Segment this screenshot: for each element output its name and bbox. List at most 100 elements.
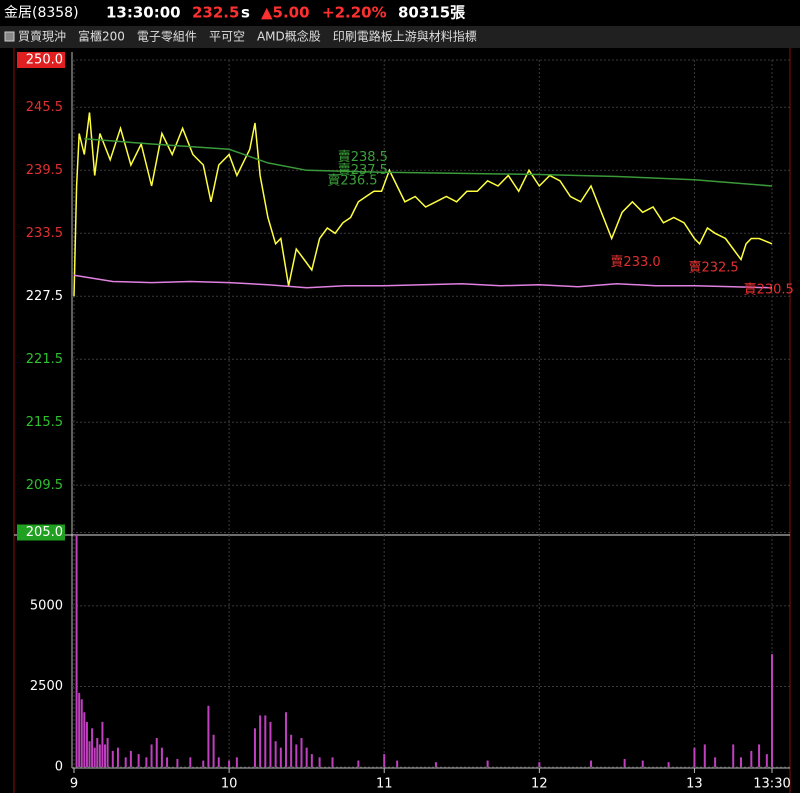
header-bar — [0, 0, 800, 26]
volume-bar — [116, 747, 119, 767]
volume-bar — [274, 741, 277, 767]
volume-bar — [160, 747, 163, 767]
volume-bar — [318, 757, 321, 767]
annotation: 賣236.5 — [327, 173, 377, 188]
volume-bar — [75, 535, 78, 767]
volume-bar — [538, 762, 541, 767]
volume-bar — [486, 760, 489, 767]
volume-bar — [253, 728, 256, 767]
volume-bar — [111, 750, 114, 767]
volume-bar — [714, 757, 717, 767]
x-tick-label: 11 — [376, 777, 393, 792]
volume-bar — [590, 760, 593, 767]
annotation: 賣238.5 — [338, 150, 388, 165]
price-line — [84, 138, 773, 187]
y-tick-label: 221.5 — [26, 352, 63, 367]
y-tick-label: 233.5 — [26, 226, 63, 241]
volume-bar — [739, 757, 742, 767]
volume-bar — [202, 760, 205, 767]
volume-bar — [101, 721, 104, 767]
volume-bar — [212, 734, 215, 767]
volume-bar — [93, 747, 96, 767]
annotation: 賣230.5 — [744, 282, 794, 297]
volume-bar — [771, 654, 773, 767]
tag: 印刷電路板上游與材料指標 — [333, 29, 477, 44]
price-line — [73, 274, 773, 289]
volume-bar — [331, 757, 334, 767]
y-tick-label: 227.5 — [26, 289, 63, 304]
y-tick-label: 239.5 — [26, 163, 63, 178]
volume-bar — [145, 757, 148, 767]
volume-bar — [264, 715, 267, 767]
volume-bar — [295, 744, 298, 767]
volume-bar — [80, 699, 83, 767]
tag: 平可空 — [209, 30, 245, 44]
volume-bar — [434, 762, 437, 767]
tick-box — [17, 524, 65, 541]
tag: 買賣現沖 — [18, 29, 66, 44]
volume-bar — [290, 734, 293, 767]
volume-bar — [357, 760, 360, 767]
price-line — [73, 112, 773, 297]
volume-bar — [758, 744, 761, 767]
annotation: 賣232.5 — [688, 260, 738, 275]
volume-bar — [269, 721, 272, 767]
volume-bar — [305, 747, 308, 767]
x-tick-label: 12 — [531, 777, 548, 792]
x-tick-label: 13:30 — [753, 777, 790, 792]
volume-bar — [300, 738, 303, 767]
tag-bar — [0, 26, 800, 48]
volume-bar — [279, 747, 282, 767]
volume-bar — [703, 744, 706, 767]
tag: 電子零組件 — [137, 30, 197, 44]
volume-bar — [765, 754, 768, 767]
volume-bar — [623, 758, 626, 767]
volume-bar — [217, 757, 220, 767]
volume-bar — [259, 715, 262, 767]
flag: s — [241, 4, 250, 22]
volume-bar — [207, 705, 210, 767]
volume-bar — [667, 762, 670, 767]
y-tick-label: 0 — [55, 760, 63, 775]
volume-bar — [235, 757, 238, 767]
volume-bar — [155, 738, 158, 767]
volume-bar — [396, 760, 399, 767]
annotation: 賣233.0 — [610, 255, 660, 270]
volume-bar — [189, 757, 192, 767]
time: 13:30:00 — [106, 4, 181, 22]
tag: AMD概念股 — [257, 29, 321, 44]
volume-bar — [96, 738, 99, 767]
x-tick-label: 9 — [70, 777, 78, 792]
checkbox[interactable] — [4, 31, 15, 42]
volume-bar — [106, 738, 109, 767]
volume-bar — [228, 760, 231, 767]
y-tick-label: 245.5 — [26, 100, 63, 115]
volume-bar — [284, 712, 287, 767]
y-tick-label: 5000 — [30, 598, 63, 613]
volume-bar — [91, 728, 94, 767]
volume-bar — [129, 750, 132, 767]
y-tick-label: 250.0 — [26, 53, 63, 68]
volume-total: 80315張 — [398, 4, 466, 22]
y-tick-label: 209.5 — [26, 478, 63, 493]
volume-bar — [383, 754, 386, 767]
x-tick-label: 10 — [221, 777, 238, 792]
y-tick-label: 205.0 — [26, 525, 63, 540]
volume-bar — [124, 757, 127, 767]
volume-bar — [88, 741, 91, 767]
price: 232.5 — [192, 4, 239, 22]
volume-bar — [83, 712, 86, 767]
tag: 富櫃200 — [78, 29, 125, 44]
change: ▲5.00 — [261, 4, 310, 22]
volume-bar — [78, 692, 81, 767]
volume-bar — [85, 721, 88, 767]
volume-bar — [310, 754, 313, 767]
volume-bar — [104, 744, 107, 767]
tick-box — [17, 52, 65, 68]
volume-bar — [732, 744, 735, 767]
volume-bar — [137, 754, 140, 767]
y-tick-label: 215.5 — [26, 415, 63, 430]
volume-bar — [150, 744, 153, 767]
